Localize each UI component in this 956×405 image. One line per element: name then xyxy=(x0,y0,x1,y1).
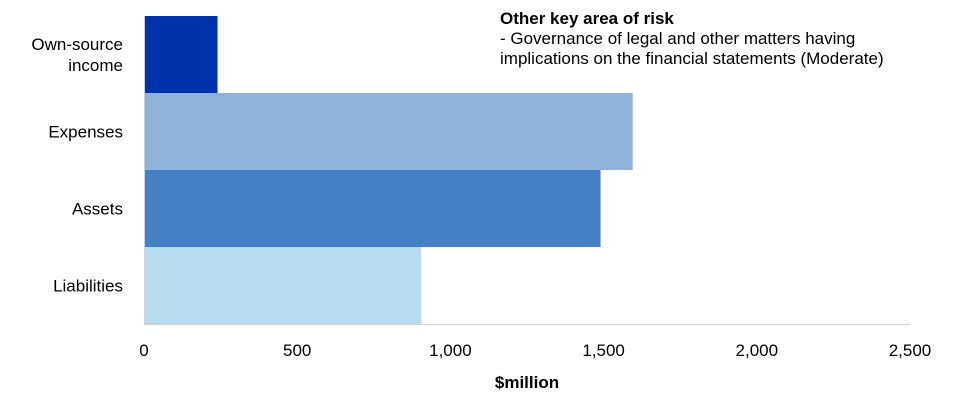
x-tick-label: 2,500 xyxy=(889,341,932,360)
x-axis-title: $million xyxy=(495,373,559,392)
x-tick-label: 0 xyxy=(139,341,148,360)
x-tick-labels: 0 500 1,000 1,500 2,000 2,500 xyxy=(139,341,931,360)
bar-3 xyxy=(144,247,422,324)
category-label-line: Own-source xyxy=(31,35,123,54)
annotation-line-2: implications on the financial statements… xyxy=(500,49,884,68)
risk-annotation: Other key area of risk - Governance of l… xyxy=(500,9,940,69)
category-labels: Own-source income Expenses Assets Liabilitie… xyxy=(31,35,123,296)
bar-0 xyxy=(144,16,218,93)
x-tick-label: 1,500 xyxy=(582,341,625,360)
x-tick-label: 1,000 xyxy=(429,341,472,360)
category-label-3: Liabilities xyxy=(53,277,123,296)
category-label-line: income xyxy=(68,56,123,75)
category-label-line: Expenses xyxy=(48,123,123,142)
category-label-2: Assets xyxy=(72,200,123,219)
bar-2 xyxy=(144,170,601,247)
annotation-line-1: - Governance of legal and other matters … xyxy=(500,29,856,48)
category-label-1: Expenses xyxy=(48,123,123,142)
category-label-line: Assets xyxy=(72,200,123,219)
bars-group xyxy=(144,16,633,324)
category-label-line: Liabilities xyxy=(53,277,123,296)
x-tick-label: 2,000 xyxy=(736,341,779,360)
bar-1 xyxy=(144,93,633,170)
x-tick-label: 500 xyxy=(283,341,311,360)
category-label-0: Own-source income xyxy=(31,35,123,75)
annotation-title: Other key area of risk xyxy=(500,9,674,28)
